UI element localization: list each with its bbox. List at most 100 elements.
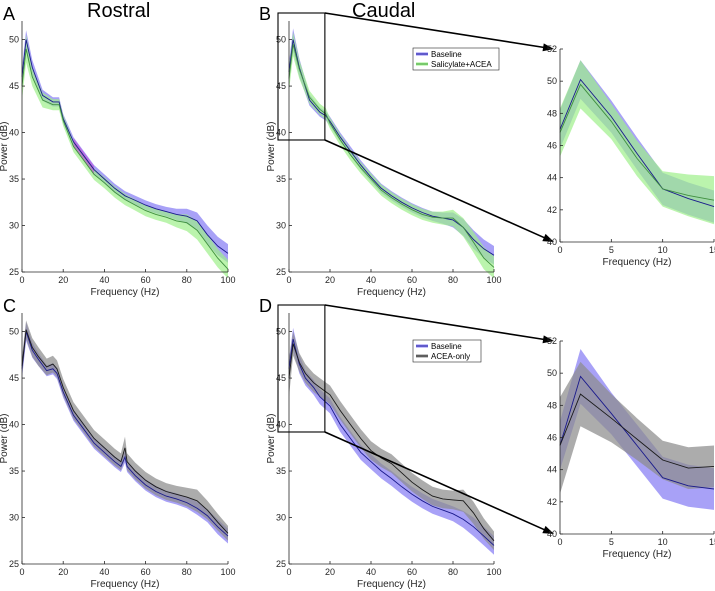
- y-tick-label: 35: [276, 466, 286, 476]
- zoom-arrow-top-head: [542, 43, 554, 52]
- y-tick-label: 48: [547, 400, 557, 410]
- y-tick-label: 48: [547, 108, 557, 118]
- x-tick-label: 60: [141, 275, 151, 285]
- legend-label: Baseline: [431, 50, 462, 59]
- x-tick-label: 0: [19, 275, 24, 285]
- y-tick-label: 44: [547, 173, 557, 183]
- y-tick-label: 45: [9, 81, 19, 91]
- band-green-a: [22, 34, 228, 279]
- x-axis-label: Frequency (Hz): [91, 579, 160, 590]
- x-tick-label: 40: [366, 275, 376, 285]
- y-tick-label: 30: [9, 221, 19, 231]
- x-tick-label: 100: [486, 275, 501, 285]
- zoom-arrow-bottom: [324, 431, 547, 532]
- zoom-arrow-bottom-head: [542, 233, 554, 242]
- y-tick-label: 25: [9, 267, 19, 277]
- panel-label-a: A: [3, 4, 15, 24]
- panel-d: 0 20 40 60 80 100 25 30 35 40 45 50 Frequency (Hz) Po…: [266, 304, 554, 590]
- y-axis-label: Power (dB): [0, 413, 10, 463]
- panel-b: 0 20 40 60 80 100 25 30 35 40 45 50 Frequency (Hz) Po…: [266, 12, 554, 298]
- title-caudal: Caudal: [352, 0, 415, 22]
- x-tick-label: 100: [486, 567, 501, 577]
- y-tick-label: 50: [9, 35, 19, 45]
- panel-label-d: D: [259, 296, 272, 316]
- line-gray-d-inset: [559, 393, 715, 469]
- zoom-arrow-top: [324, 12, 547, 49]
- x-axis-label: Frequency (Hz): [357, 579, 426, 590]
- x-tick-label: 20: [325, 567, 335, 577]
- panel-d-inset: 0 5 10 15 40 42 44 46 48 50 52 Frequency (Hz): [547, 336, 715, 560]
- x-tick-label: 0: [19, 567, 24, 577]
- y-tick-label: 35: [9, 466, 19, 476]
- y-tick-label: 45: [276, 373, 286, 383]
- line-purple-b-inset: [559, 78, 715, 208]
- x-tick-label: 20: [58, 275, 68, 285]
- y-tick-label: 30: [9, 513, 19, 523]
- line-purple-d: [288, 338, 495, 546]
- x-tick-label: 80: [448, 275, 458, 285]
- y-axis-label: Power (dB): [0, 121, 10, 171]
- line-purple-c: [21, 331, 229, 537]
- band-gray-d-inset: [560, 361, 714, 494]
- x-axis-label: Frequency (Hz): [357, 287, 426, 298]
- x-tick-label: 80: [182, 567, 192, 577]
- legend-box: [412, 47, 500, 71]
- x-tick-label: 80: [182, 275, 192, 285]
- x-tick-label: 5: [609, 245, 614, 255]
- y-tick-label: 52: [547, 44, 557, 54]
- x-tick-label: 60: [141, 567, 151, 577]
- band-purple-d: [289, 327, 494, 555]
- zoom-arrow-top: [324, 304, 547, 341]
- zoom-box: [277, 304, 326, 433]
- title-rostral: Rostral: [87, 0, 150, 22]
- x-tick-label: 5: [609, 537, 614, 547]
- x-axis-label: Frequency (Hz): [91, 287, 160, 298]
- y-axis-label: Power (dB): [266, 121, 277, 171]
- panel-c: 0 20 40 60 80 100 25 30 35 40 45 50 Frequency (Hz) Po…: [0, 313, 236, 590]
- y-axis-label: Power (dB): [266, 413, 277, 463]
- y-tick-label: 50: [9, 327, 19, 337]
- x-tick-label: 0: [286, 567, 291, 577]
- y-tick-label: 50: [276, 35, 286, 45]
- zoom-arrow-bottom: [324, 139, 547, 240]
- y-tick-label: 30: [276, 221, 286, 231]
- line-purple-d-inset: [559, 375, 715, 490]
- line-gray-d: [288, 343, 495, 542]
- y-tick-label: 42: [547, 205, 557, 215]
- panel-label-b: B: [259, 4, 271, 24]
- x-tick-label: 40: [99, 275, 109, 285]
- y-tick-label: 40: [547, 237, 557, 247]
- x-tick-label: 10: [658, 245, 668, 255]
- line-gray-c: [21, 329, 229, 534]
- y-tick-label: 25: [276, 559, 286, 569]
- y-tick-label: 30: [276, 513, 286, 523]
- x-tick-label: 100: [220, 567, 235, 577]
- y-tick-label: 40: [9, 420, 19, 430]
- x-axis-label: Frequency (Hz): [603, 549, 672, 560]
- x-tick-label: 15: [709, 245, 715, 255]
- y-tick-label: 42: [547, 497, 557, 507]
- y-tick-label: 45: [9, 373, 19, 383]
- legend-label: Baseline: [431, 342, 462, 351]
- panel-a: 0 20 40 60 80 100 25 30 35 40 45 50 Frequency (Hz) Po…: [0, 21, 236, 298]
- x-tick-label: 40: [366, 567, 376, 577]
- panel-label-c: C: [3, 296, 16, 316]
- y-tick-label: 46: [547, 433, 557, 443]
- legend-label: ACEA-only: [431, 352, 470, 361]
- y-tick-label: 35: [9, 174, 19, 184]
- y-tick-label: 45: [276, 81, 286, 91]
- legend-label: Salicylate+ACEA: [431, 60, 492, 69]
- y-tick-label: 25: [276, 267, 286, 277]
- band-gray-c: [22, 320, 228, 541]
- y-tick-label: 50: [276, 327, 286, 337]
- legend-box: [412, 339, 482, 363]
- y-tick-label: 40: [276, 420, 286, 430]
- y-tick-label: 50: [547, 76, 557, 86]
- y-tick-label: 50: [547, 368, 557, 378]
- x-tick-label: 20: [325, 275, 335, 285]
- y-tick-label: 25: [9, 559, 19, 569]
- band-green-b: [289, 32, 494, 279]
- y-tick-label: 52: [547, 336, 557, 346]
